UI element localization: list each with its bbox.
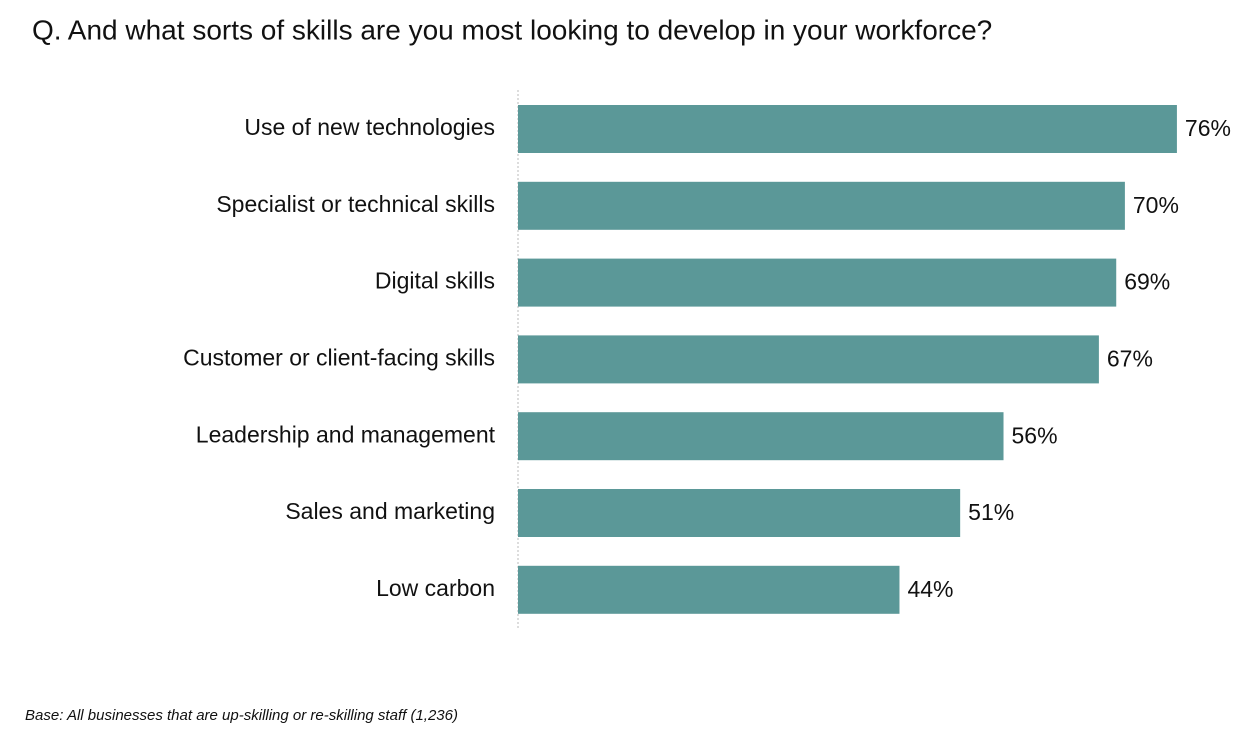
category-label: Digital skills <box>375 268 495 294</box>
category-label: Customer or client-facing skills <box>183 344 495 370</box>
value-label: 56% <box>1012 422 1058 448</box>
category-label: Specialist or technical skills <box>216 191 495 217</box>
value-label: 44% <box>907 576 953 602</box>
bar <box>518 489 961 537</box>
bar <box>518 258 1117 307</box>
category-label: Low carbon <box>376 575 495 601</box>
bar <box>518 335 1099 384</box>
footnote: Base: All businesses that are up-skillin… <box>25 707 458 724</box>
category-label: Leadership and management <box>196 421 496 447</box>
bar <box>518 105 1177 153</box>
value-label: 76% <box>1185 115 1231 141</box>
value-label: 69% <box>1124 269 1170 295</box>
value-label: 67% <box>1107 345 1153 371</box>
value-label: 51% <box>968 499 1014 525</box>
bar <box>518 565 900 614</box>
bar <box>518 412 1004 461</box>
bar <box>518 181 1125 230</box>
category-label: Use of new technologies <box>244 114 495 140</box>
category-label: Sales and marketing <box>285 498 495 524</box>
value-label: 70% <box>1133 192 1179 218</box>
chart-title: Q. And what sorts of skills are you most… <box>32 14 992 45</box>
